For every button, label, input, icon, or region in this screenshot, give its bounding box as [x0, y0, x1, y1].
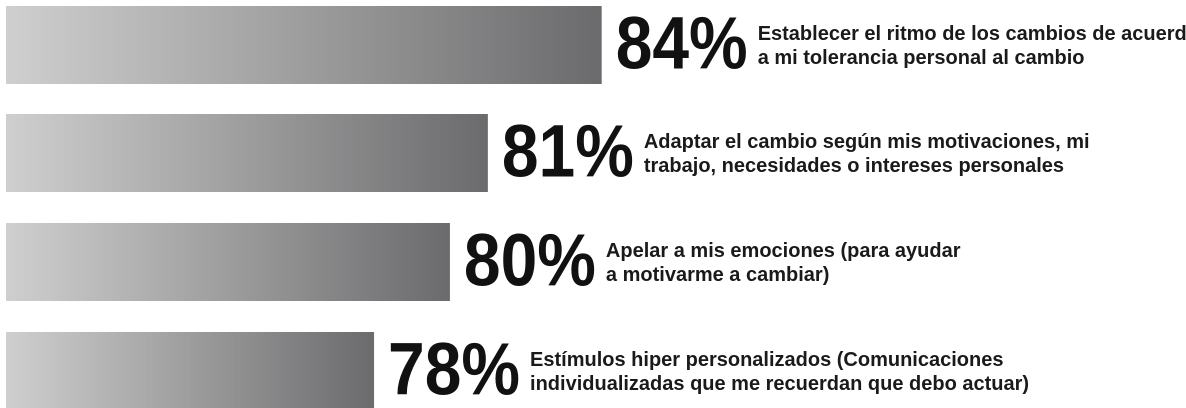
category-label: Establecer el ritmo de los cambios de ac… [758, 23, 1186, 45]
value-label: 80% [464, 219, 596, 302]
category-label: individualizadas que me recuerdan que de… [530, 373, 1029, 395]
category-label: Estímulos hiper personalizados (Comunica… [530, 349, 1003, 371]
category-label: Apelar a mis emociones (para ayudar [606, 240, 961, 262]
value-label: 81% [502, 110, 634, 193]
bar [6, 6, 602, 84]
bar [6, 332, 375, 408]
category-label: a mi tolerancia personal al cambio [758, 47, 1085, 69]
category-label: Adaptar el cambio según mis motivaciones… [644, 131, 1090, 153]
value-label: 84% [616, 2, 748, 85]
bar [6, 223, 450, 301]
category-label: trabajo, necesidades o intereses persona… [644, 155, 1064, 177]
value-label: 78% [388, 328, 520, 408]
category-label: a motivarme a cambiar) [606, 264, 829, 286]
bar [6, 114, 488, 192]
